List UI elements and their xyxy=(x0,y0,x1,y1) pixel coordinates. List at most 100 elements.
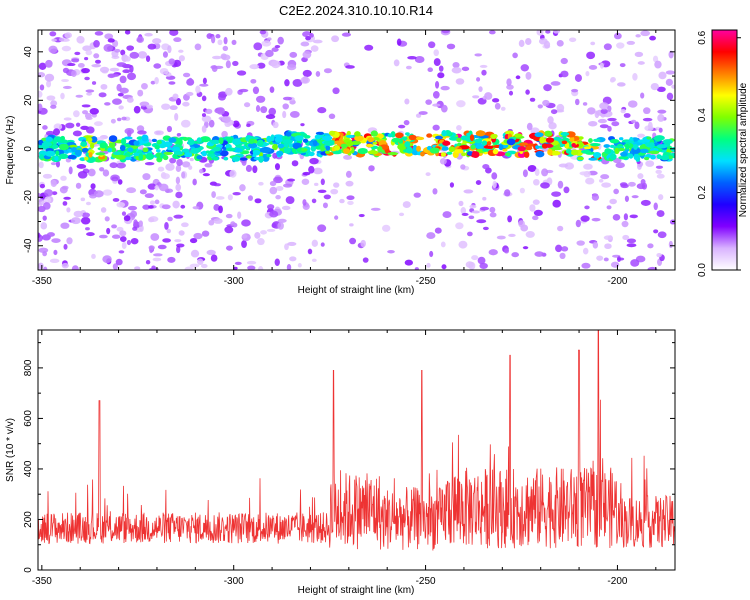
spectrogram-cell xyxy=(266,153,272,158)
spectrogram-cell xyxy=(603,43,612,51)
spectrogram-cell xyxy=(196,137,202,143)
spectrogram-cell xyxy=(106,227,111,235)
spectrogram-cell xyxy=(176,159,183,167)
spectrogram-cell xyxy=(89,108,99,115)
spectrogram-cell xyxy=(188,77,193,86)
spectrogram-cell xyxy=(617,147,626,152)
spectrogram-cell xyxy=(364,44,374,51)
spectrogram-cell xyxy=(141,134,149,142)
spectrogram-cell xyxy=(289,51,298,58)
spectrogram-cell xyxy=(169,105,178,111)
spectrogram-cell xyxy=(634,121,640,130)
spectrogram-cell xyxy=(507,215,513,223)
spectrogram-cell xyxy=(647,266,658,270)
spectrogram-cell xyxy=(136,36,144,44)
x-tick-label: -350 xyxy=(32,576,52,587)
spectrogram-cell xyxy=(591,217,601,222)
spectrogram-cell xyxy=(137,51,148,59)
spectrogram-cell xyxy=(219,150,229,157)
spectrogram-cell xyxy=(124,56,131,62)
spectrogram-cell xyxy=(588,157,598,161)
spectrogram-cell xyxy=(475,130,486,137)
spectrogram-cell xyxy=(112,198,120,202)
spectrogram-cell xyxy=(192,206,200,210)
spectrogram-cell xyxy=(261,40,272,47)
spectrogram-cell xyxy=(257,238,265,246)
spectrogram-cell xyxy=(167,45,172,54)
spectrogram-cell xyxy=(38,103,43,112)
spectrogram-cell xyxy=(176,133,182,137)
spectrogram-cell xyxy=(136,125,145,132)
spectrogram-cell xyxy=(616,82,626,87)
spectrogram-cell xyxy=(85,116,93,120)
spectrogram-cell xyxy=(432,90,440,99)
spectrogram-cell xyxy=(404,259,413,266)
spectrogram-cell xyxy=(618,156,629,160)
spectrogram-cell xyxy=(538,38,548,45)
spectrogram-cell xyxy=(198,168,204,174)
spectrogram-cell xyxy=(437,72,445,79)
spectrogram-cell xyxy=(252,149,261,156)
spectrogram-cell xyxy=(323,68,332,74)
spectrogram-cell xyxy=(84,56,89,61)
spectrogram-cell xyxy=(72,130,82,137)
spectrogram-cell xyxy=(142,204,151,210)
spectrogram-cell xyxy=(309,33,314,38)
spectrogram-cell xyxy=(108,135,118,143)
snr-panel: -350 -300 -250 -200 0 200 400 600 800 Height of… xyxy=(5,329,676,596)
spectrogram-cell xyxy=(314,134,321,140)
spectrogram-cell xyxy=(66,207,71,213)
spectrogram-cell xyxy=(81,212,91,218)
spectrogram-cell xyxy=(285,131,292,137)
spectrogram-cell xyxy=(154,144,161,150)
spectrogram-cell xyxy=(253,42,263,51)
spectrogram-cell xyxy=(660,154,670,161)
spectrogram-cell xyxy=(317,189,327,193)
spectrogram-cell xyxy=(182,72,191,78)
spectrogram-cell xyxy=(230,221,236,227)
spectrogram-cell xyxy=(277,36,284,45)
spectrogram-cell xyxy=(74,149,82,157)
spectrogram-cell xyxy=(281,205,291,211)
spectrogram-cell xyxy=(640,30,651,37)
spectrogram-cell xyxy=(500,106,506,111)
spectrogram-cell xyxy=(61,78,69,83)
spectrogram-cell xyxy=(458,200,464,207)
spectrogram-cell xyxy=(620,183,629,189)
spectrogram-cell xyxy=(302,138,309,143)
colorbar-tick-label: 0.0 xyxy=(697,263,708,277)
spectrogram-cell xyxy=(601,182,612,188)
spectrogram-cell xyxy=(133,105,141,114)
spectrogram-cell xyxy=(84,156,89,161)
spectrogram-cell xyxy=(49,31,57,37)
spectrogram-cell xyxy=(89,142,95,149)
spectrogram-cell xyxy=(199,136,211,143)
spectrogram-cell xyxy=(657,114,665,122)
spectrogram-cell xyxy=(212,156,219,161)
spectrogram-cell xyxy=(271,47,279,52)
spectrogram-cell xyxy=(489,212,497,218)
spectrogram-cell xyxy=(387,151,399,156)
spectrogram-cell xyxy=(455,222,464,230)
spectrogram-cell xyxy=(201,115,212,123)
spectrogram-cell xyxy=(503,248,510,254)
spectrogram-cell xyxy=(112,98,122,105)
spectrogram-cell xyxy=(282,103,289,110)
spectrogram-cell xyxy=(640,92,645,99)
spectrogram-cell xyxy=(574,98,580,106)
spectrogram-cell xyxy=(148,205,154,209)
spectrogram-cell xyxy=(233,266,238,270)
spectrogram-cell xyxy=(75,94,84,98)
spectrogram-cell xyxy=(433,49,439,57)
spectrogram-cell xyxy=(202,77,207,85)
spectrogram-cell xyxy=(152,38,162,44)
spectrogram-cell xyxy=(175,98,182,106)
spectrogram-cell xyxy=(104,216,110,222)
spectrogram-cell xyxy=(621,220,629,228)
spectrogram-y-ticks: -40 -20 0 20 40 xyxy=(23,46,675,271)
spectrogram-cell xyxy=(159,67,169,75)
spectrogram-cell xyxy=(282,110,287,119)
spectrogram-cell xyxy=(74,51,81,56)
spectrogram-cell xyxy=(300,76,310,84)
spectrogram-cell xyxy=(241,234,248,239)
